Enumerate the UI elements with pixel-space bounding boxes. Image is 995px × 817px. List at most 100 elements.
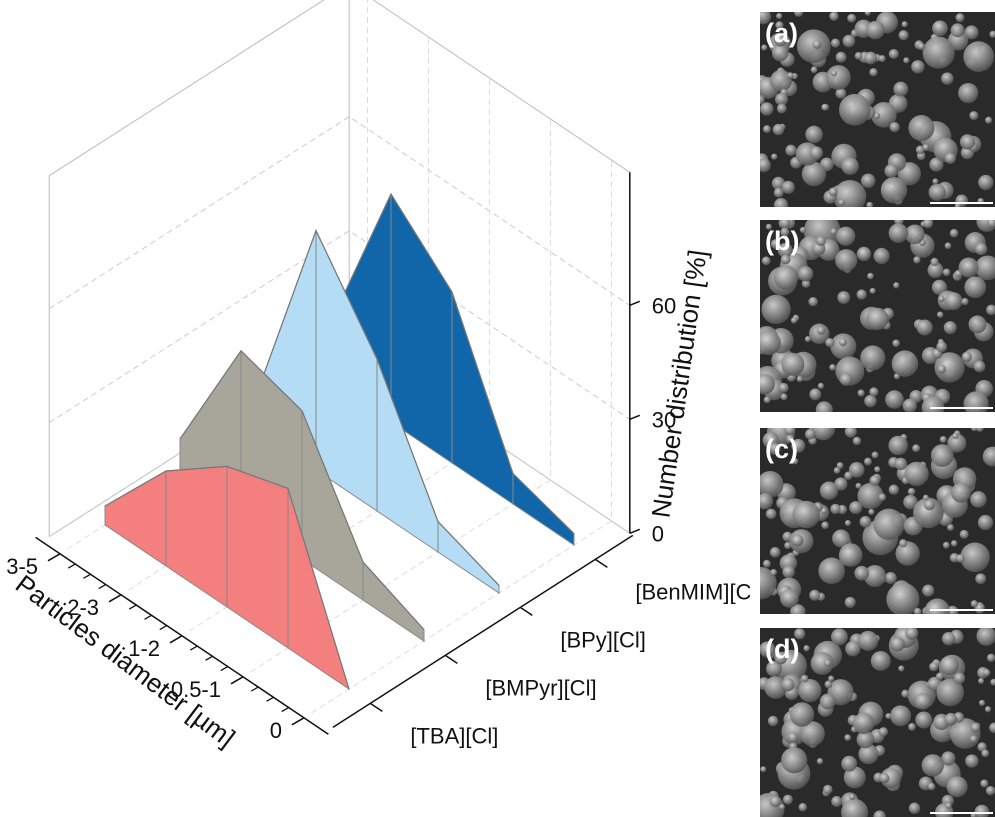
particle	[894, 457, 908, 471]
particle	[817, 382, 825, 389]
particle	[831, 70, 838, 77]
particle	[971, 428, 978, 432]
particle	[854, 565, 870, 581]
particle	[928, 183, 946, 201]
particle	[829, 364, 836, 371]
particle	[793, 12, 804, 17]
particle	[870, 650, 891, 671]
particle	[978, 699, 986, 707]
x-minor-tick	[144, 614, 152, 620]
particle	[828, 675, 835, 682]
particle	[769, 546, 781, 558]
particle	[901, 689, 910, 698]
particle	[780, 393, 788, 401]
particle	[789, 702, 815, 727]
particle	[761, 294, 791, 324]
particle	[888, 48, 899, 60]
particle	[852, 436, 862, 446]
particles	[760, 628, 995, 817]
particle	[824, 659, 832, 667]
particle	[871, 451, 879, 459]
particle	[760, 12, 772, 25]
particle	[761, 256, 771, 266]
particle	[912, 444, 921, 453]
particle	[764, 676, 788, 699]
x-tick-label: 0.5-1	[171, 677, 221, 702]
particle	[838, 543, 863, 567]
particle	[976, 628, 995, 646]
particle	[950, 23, 965, 38]
particle	[953, 672, 966, 685]
particle	[773, 32, 788, 47]
particle	[879, 773, 890, 784]
particle	[761, 44, 768, 51]
particle	[941, 751, 956, 766]
particle	[930, 257, 939, 266]
particle	[835, 51, 847, 63]
particle	[826, 65, 851, 90]
particle	[864, 394, 877, 408]
particle	[866, 201, 874, 207]
particle	[931, 279, 948, 295]
particle	[773, 187, 784, 198]
particle	[934, 352, 965, 383]
particle	[893, 282, 900, 289]
particle	[895, 541, 920, 566]
particle	[923, 499, 935, 511]
particle	[763, 396, 771, 404]
particle	[863, 564, 887, 588]
particle	[914, 693, 932, 710]
particle	[844, 519, 851, 527]
particle	[799, 721, 825, 747]
particle	[860, 173, 876, 189]
particle	[767, 715, 779, 727]
particle	[809, 589, 821, 601]
x-minor-tick	[159, 625, 168, 631]
particle	[772, 123, 785, 136]
particle	[922, 584, 935, 597]
particle	[930, 444, 954, 467]
particle	[760, 102, 774, 116]
particle	[898, 665, 905, 672]
particle	[888, 435, 908, 456]
particle	[797, 266, 814, 282]
particle	[835, 87, 847, 99]
particle	[936, 678, 964, 707]
z-tick	[629, 528, 641, 534]
particle	[892, 339, 900, 347]
x-tick-label: 3-5	[6, 554, 38, 579]
particle	[801, 279, 811, 288]
particle	[791, 457, 799, 465]
particle	[978, 677, 985, 684]
particle	[970, 491, 987, 508]
particle	[830, 38, 840, 48]
particle	[952, 432, 959, 440]
particle	[871, 101, 897, 128]
particle	[932, 20, 948, 37]
particle	[893, 81, 909, 97]
particle	[959, 529, 969, 539]
x-tick	[169, 635, 183, 644]
particle	[803, 645, 810, 652]
particle	[809, 388, 822, 401]
particle	[958, 82, 979, 104]
particle	[902, 398, 917, 412]
particle	[980, 779, 989, 788]
particle	[989, 30, 995, 38]
particle	[823, 784, 833, 795]
particle	[973, 360, 986, 373]
particle	[970, 722, 981, 733]
particle	[770, 239, 781, 249]
particle	[949, 228, 959, 238]
particle	[869, 68, 878, 77]
particle	[905, 628, 919, 640]
particle	[860, 345, 886, 371]
particle	[800, 674, 809, 683]
particle	[781, 678, 795, 692]
particle	[852, 712, 875, 734]
particle	[844, 471, 853, 480]
particle	[977, 742, 987, 752]
particle	[904, 224, 925, 245]
particle	[922, 143, 930, 151]
